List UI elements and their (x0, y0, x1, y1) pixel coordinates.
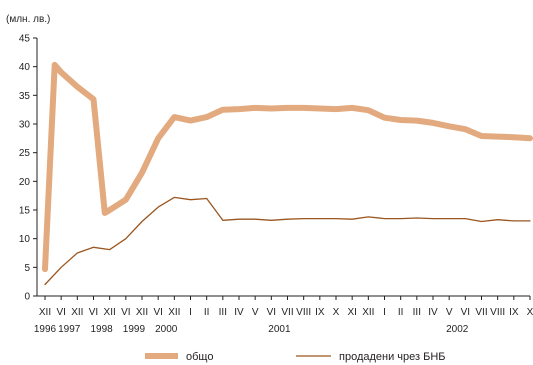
x-tick-label: VI (153, 307, 162, 318)
y-tick-label: 0 (24, 292, 30, 303)
x-tick-label: XI (347, 307, 356, 318)
x-tick-label: VI (121, 307, 130, 318)
series-layer (42, 61, 533, 286)
x-year-label: 1999 (123, 324, 146, 335)
legend: общо продадени чрез БНБ (145, 351, 446, 363)
legend-label-2: продадени чрез БНБ (339, 351, 446, 363)
x-tick-label: IX (509, 307, 519, 318)
y-tick-label: 40 (19, 62, 31, 73)
x-tick-label: X (527, 307, 533, 318)
x-tick-label: II (398, 307, 404, 318)
x-tick-label: I (189, 307, 192, 318)
legend-label-1: общо (186, 351, 213, 363)
x-year-label: 1996 (34, 324, 57, 335)
y-tick-label: 5 (24, 263, 30, 274)
y-tick-label: 45 (19, 34, 31, 45)
x-tick-label: XII (168, 307, 180, 318)
x-tick-label: IX (315, 307, 325, 318)
y-tick-label: 10 (19, 234, 31, 245)
y-tick-label: 35 (19, 91, 31, 102)
series-line-1 (42, 61, 533, 273)
x-tick-label: III (219, 307, 227, 318)
y-tick-label: 15 (19, 206, 31, 217)
x-year-label: 1998 (90, 324, 113, 335)
x-tick-label: V (446, 307, 453, 318)
x-tick-label: XII (362, 307, 374, 318)
x-tick-label: VII (281, 307, 293, 318)
x-tick-label: VIII (490, 307, 505, 318)
x-year-label: 2000 (155, 324, 178, 335)
y-tick-label: 25 (19, 148, 31, 159)
x-tick-label: VII (475, 307, 487, 318)
y-unit-label: (млн. лв.) (6, 14, 50, 25)
x-tick-label: VI (56, 307, 65, 318)
x-tick-label: III (413, 307, 421, 318)
x-tick-label: VI (89, 307, 98, 318)
x-tick-label: I (383, 307, 386, 318)
x-tick-label: X (333, 307, 340, 318)
y-tick-label: 20 (19, 177, 31, 188)
x-tick-label: VI (461, 307, 470, 318)
x-tick-label: XII (71, 307, 83, 318)
y-tick-label: 30 (19, 120, 31, 131)
x-tick-label: II (204, 307, 210, 318)
x-tick-label: VIII (296, 307, 311, 318)
series-line-2 (44, 196, 531, 286)
x-year-label: 2001 (268, 324, 291, 335)
x-tick-label: VI (267, 307, 276, 318)
x-year-label: 1997 (58, 324, 81, 335)
x-year-label: 2002 (446, 324, 469, 335)
x-tick-label: V (252, 307, 259, 318)
x-tick-label: XII (136, 307, 148, 318)
x-tick-label: IV (234, 307, 244, 318)
x-tick-label: IV (428, 307, 438, 318)
x-tick-label: XII (39, 307, 51, 318)
x-tick-label: XII (104, 307, 116, 318)
